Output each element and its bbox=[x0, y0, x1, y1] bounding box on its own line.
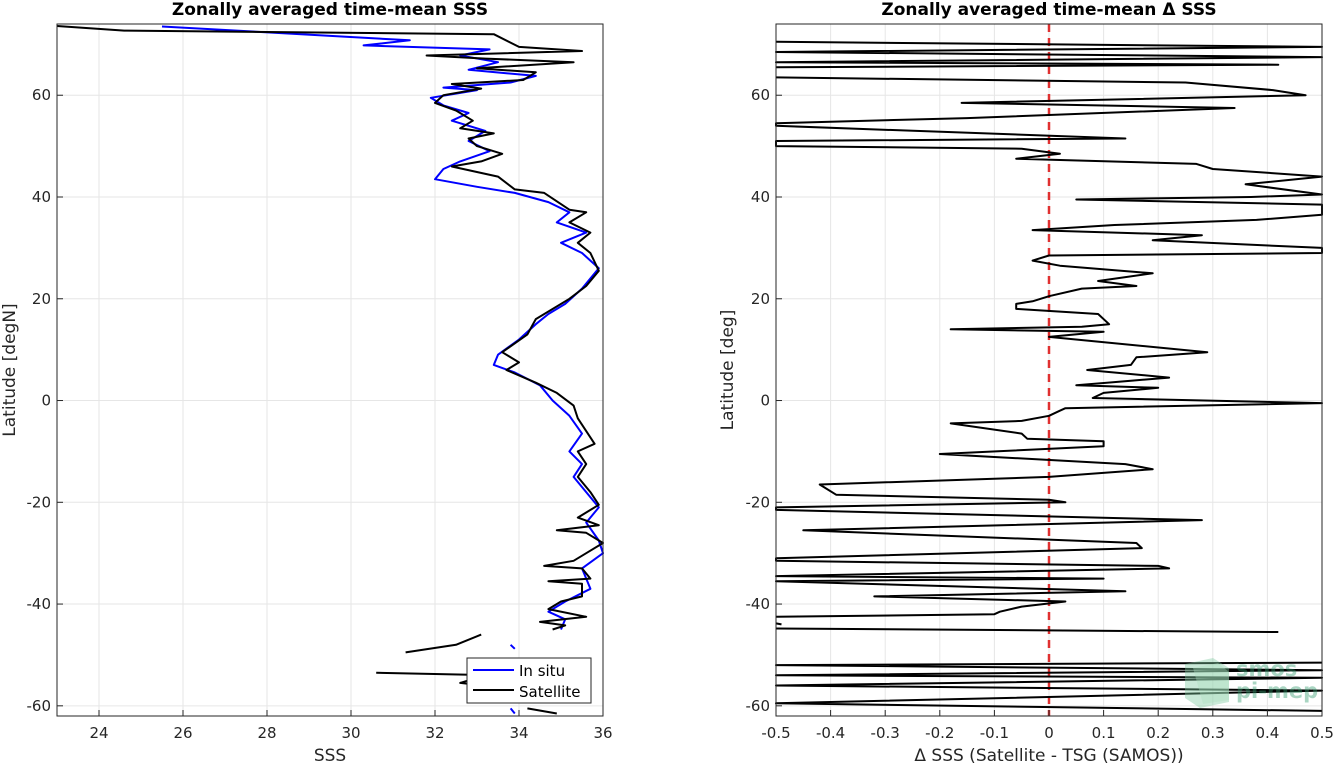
sss-axes-box bbox=[56, 23, 604, 717]
y-tick-label: 40 bbox=[32, 188, 51, 206]
y-tick-label: 60 bbox=[32, 86, 51, 104]
x-tick-label: -0.1 bbox=[980, 724, 1009, 742]
delta-sss-panel: -0.5 -0.4 -0.3 -0.2 -0.1 0 0.1 0.2 0.3 0.4 0.5 -60 -… bbox=[718, 0, 1333, 765]
x-tick-label: 24 bbox=[89, 724, 108, 742]
x-tick-label: 28 bbox=[257, 724, 276, 742]
y-tick-label: -20 bbox=[746, 493, 771, 511]
y-tick-label: 20 bbox=[751, 290, 770, 308]
delta-y-axis-label: Latitude [deg] bbox=[718, 310, 738, 431]
delta-x-axis-label: Δ SSS (Satellite - TSG (SAMOS)) bbox=[914, 746, 1183, 765]
y-tick-label: -60 bbox=[27, 697, 52, 715]
legend-in-situ-label: In situ bbox=[519, 662, 565, 680]
delta-tick-labels: -0.5 -0.4 -0.3 -0.2 -0.1 0 0.1 0.2 0.3 0.4 0.5 -60 -… bbox=[746, 86, 1333, 742]
x-tick-label: 0.5 bbox=[1310, 724, 1333, 742]
satellite-series-line bbox=[405, 633, 482, 654]
delta-sss-series-line bbox=[775, 622, 782, 626]
x-tick-label: 0.1 bbox=[1092, 724, 1116, 742]
y-tick-label: -40 bbox=[27, 595, 52, 613]
x-tick-label: 36 bbox=[593, 724, 612, 742]
sss-grid bbox=[57, 24, 604, 716]
sss-plot-area bbox=[57, 24, 603, 716]
satellite-series-line bbox=[527, 707, 557, 715]
in-situ-series-line bbox=[161, 25, 604, 630]
logo-text-pi-mep: pi-mep bbox=[1236, 679, 1318, 703]
y-tick-label: 20 bbox=[32, 290, 51, 308]
delta-sss-series-line bbox=[775, 627, 1279, 633]
satellite-series-line bbox=[56, 25, 604, 631]
sss-panel: 24 26 28 30 32 34 36 -60 -40 -20 0 20 40 60 Zonally a… bbox=[0, 0, 613, 765]
logo-shape-icon bbox=[1185, 658, 1229, 708]
y-tick-label: 40 bbox=[751, 188, 770, 206]
x-tick-label: -0.2 bbox=[925, 724, 954, 742]
smos-pi-mep-logo: smos pi-mep bbox=[1185, 657, 1318, 708]
sss-tick-labels: 24 26 28 30 32 34 36 -60 -40 -20 0 20 40 60 bbox=[27, 86, 613, 742]
y-tick-label: 0 bbox=[760, 392, 770, 410]
legend-box bbox=[466, 657, 592, 704]
delta-sss-series-line bbox=[775, 76, 1323, 618]
sss-legend: In situ Satellite bbox=[466, 657, 592, 704]
x-tick-label: 30 bbox=[341, 724, 360, 742]
in-situ-series-line bbox=[509, 707, 516, 715]
y-tick-label: -20 bbox=[27, 493, 52, 511]
legend-satellite-label: Satellite bbox=[519, 683, 580, 701]
x-tick-label: 0.3 bbox=[1201, 724, 1225, 742]
in-situ-series-line bbox=[509, 644, 516, 650]
y-tick-label: 0 bbox=[41, 392, 51, 410]
x-tick-label: -0.5 bbox=[761, 724, 790, 742]
x-tick-label: 34 bbox=[509, 724, 528, 742]
delta-chart-title: Zonally averaged time-mean Δ SSS bbox=[881, 0, 1216, 20]
x-tick-label: -0.4 bbox=[816, 724, 845, 742]
x-tick-label: 0 bbox=[1044, 724, 1054, 742]
sss-x-axis-label: SSS bbox=[314, 746, 346, 765]
x-tick-label: 32 bbox=[425, 724, 444, 742]
logo-shape-inner-icon bbox=[1193, 663, 1229, 704]
x-tick-label: 0.2 bbox=[1146, 724, 1170, 742]
y-tick-label: -60 bbox=[746, 697, 771, 715]
logo-text-smos: smos bbox=[1236, 657, 1297, 681]
x-tick-label: 26 bbox=[173, 724, 192, 742]
sss-chart-title: Zonally averaged time-mean SSS bbox=[172, 0, 488, 20]
sss-y-axis-label: Latitude [degN] bbox=[0, 303, 20, 436]
x-tick-label: -0.3 bbox=[871, 724, 900, 742]
y-tick-label: 60 bbox=[751, 86, 770, 104]
x-tick-label: 0.4 bbox=[1255, 724, 1279, 742]
y-tick-label: -40 bbox=[746, 595, 771, 613]
